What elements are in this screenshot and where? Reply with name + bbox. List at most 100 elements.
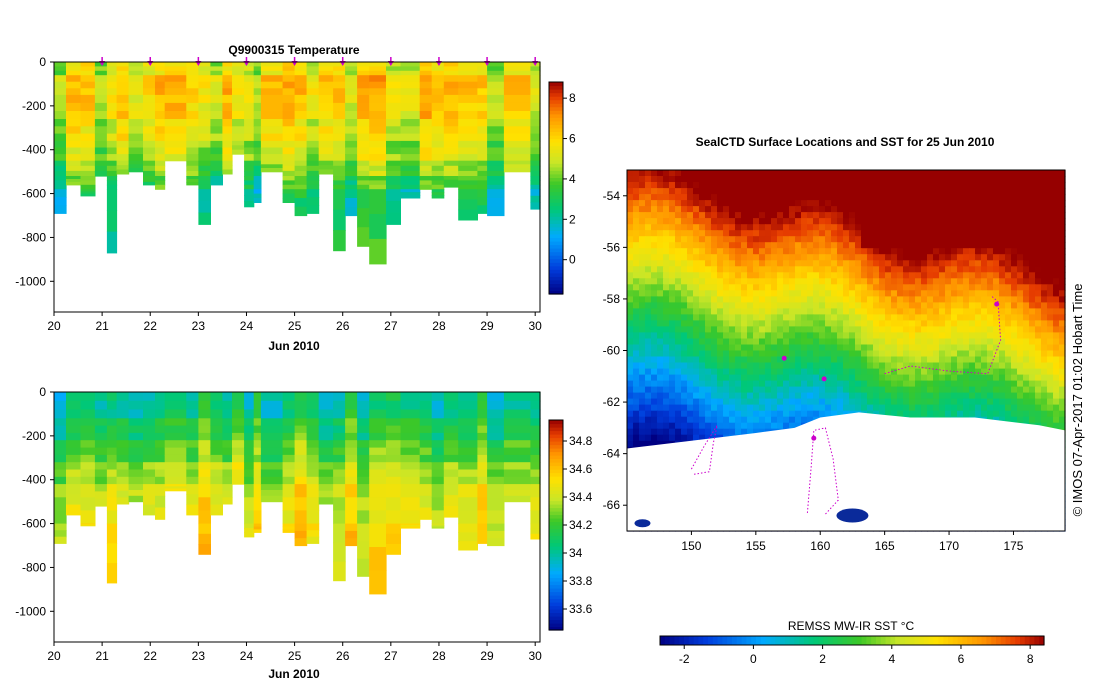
sst-cell bbox=[861, 362, 868, 370]
sst-cell bbox=[1047, 206, 1054, 213]
sst-cell bbox=[993, 212, 1000, 219]
x-tick-label: 22 bbox=[144, 649, 158, 663]
sst-cell bbox=[723, 296, 730, 303]
sst-cell bbox=[987, 308, 994, 315]
sst-cell bbox=[729, 290, 736, 297]
sst-cell bbox=[627, 368, 634, 376]
sst-cell bbox=[831, 398, 838, 406]
sst-cell bbox=[939, 344, 946, 352]
sst-cell bbox=[1035, 344, 1042, 352]
sst-cell bbox=[639, 398, 646, 406]
sst-cell bbox=[969, 308, 976, 315]
sst-cell bbox=[741, 254, 748, 261]
section-cell bbox=[244, 418, 255, 427]
sst-cell bbox=[963, 206, 970, 213]
section-cell bbox=[210, 88, 223, 96]
sst-cell bbox=[771, 362, 778, 370]
sst-cell bbox=[903, 224, 910, 231]
sst-cell bbox=[765, 374, 772, 382]
colorbar-segment bbox=[549, 549, 563, 554]
sst-cell bbox=[1017, 368, 1024, 376]
sst-cell bbox=[927, 200, 934, 207]
sst-cell bbox=[639, 410, 646, 418]
section-cell bbox=[345, 66, 358, 72]
section-cell bbox=[333, 462, 346, 471]
section-cell bbox=[458, 418, 478, 427]
section-cell bbox=[80, 126, 96, 135]
sst-cell bbox=[1029, 326, 1036, 333]
section-cell bbox=[443, 409, 459, 419]
sst-cell bbox=[879, 188, 886, 195]
sst-cell bbox=[771, 302, 778, 309]
sst-cell bbox=[813, 350, 820, 358]
sst-cell bbox=[1047, 188, 1054, 195]
sst-cell bbox=[951, 350, 958, 358]
sst-cell bbox=[705, 218, 712, 225]
section-cell bbox=[222, 469, 233, 478]
salinity-x-axis: 20 21 22 23 24 25 26 27 28 29 30 bbox=[47, 642, 542, 663]
sst-cell bbox=[1047, 422, 1054, 430]
sst-cell bbox=[1059, 350, 1066, 358]
section-cell bbox=[306, 432, 320, 441]
section-cell bbox=[458, 454, 478, 463]
sst-cell bbox=[975, 200, 982, 207]
sst-cell bbox=[1005, 242, 1012, 249]
section-cell bbox=[419, 126, 433, 135]
section-cell bbox=[164, 432, 187, 441]
sst-cell bbox=[807, 392, 814, 400]
sst-cell bbox=[831, 248, 838, 255]
sst-cell bbox=[1029, 266, 1036, 273]
section-cell bbox=[106, 563, 118, 584]
section-cell bbox=[186, 454, 199, 463]
sst-cell bbox=[693, 404, 700, 412]
section-cell bbox=[306, 469, 320, 478]
sst-cell bbox=[633, 200, 640, 207]
section-cell bbox=[244, 176, 255, 181]
section-cell bbox=[94, 392, 108, 402]
sst-cell bbox=[771, 272, 778, 279]
sst-cell bbox=[897, 188, 904, 195]
sst-cell bbox=[843, 326, 850, 333]
section-cell bbox=[306, 462, 320, 471]
sst-cell bbox=[897, 194, 904, 201]
sst-cell bbox=[939, 356, 946, 364]
sst-cell bbox=[951, 248, 958, 255]
sst-cell bbox=[945, 386, 952, 394]
section-cell bbox=[306, 523, 320, 531]
section-cell bbox=[253, 510, 262, 525]
sst-cell bbox=[885, 284, 892, 291]
colorbar-segment bbox=[549, 244, 563, 249]
sst-cell bbox=[969, 230, 976, 237]
sst-cell bbox=[723, 176, 730, 183]
sst-cell bbox=[789, 290, 796, 297]
section-cell bbox=[186, 179, 199, 183]
sst-cell bbox=[627, 362, 634, 370]
sst-cell bbox=[633, 428, 640, 436]
sst-cell bbox=[903, 386, 910, 394]
sst-cell bbox=[633, 398, 640, 406]
sst-cell bbox=[1047, 236, 1054, 243]
section-cell bbox=[80, 140, 96, 149]
sst-cell bbox=[975, 236, 982, 243]
sst-cell bbox=[963, 302, 970, 309]
sst-cell bbox=[747, 416, 754, 424]
sst-cell bbox=[915, 404, 922, 412]
sst-cell bbox=[651, 320, 658, 327]
section-cell bbox=[369, 392, 387, 402]
sst-cell bbox=[867, 356, 874, 364]
section-cell bbox=[400, 469, 421, 478]
sst-cell bbox=[735, 290, 742, 297]
section-cell bbox=[66, 400, 81, 411]
sst-cell bbox=[915, 392, 922, 400]
section-cell bbox=[487, 538, 505, 547]
sst-cell bbox=[909, 326, 916, 333]
sst-cell bbox=[1011, 374, 1018, 382]
sst-cell bbox=[927, 314, 934, 321]
section-cell bbox=[260, 490, 284, 497]
sst-cell bbox=[933, 236, 940, 243]
section-cell bbox=[477, 189, 488, 198]
section-cell bbox=[503, 119, 531, 127]
section-cell bbox=[186, 81, 199, 89]
sst-cell bbox=[747, 404, 754, 412]
sst-cell bbox=[963, 248, 970, 255]
